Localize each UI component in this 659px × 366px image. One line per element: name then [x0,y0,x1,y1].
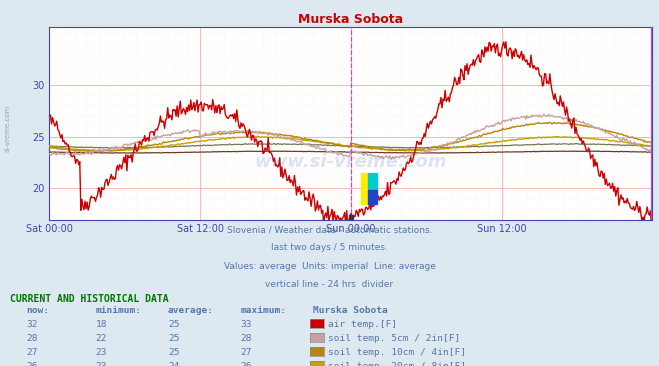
Text: soil temp. 10cm / 4in[F]: soil temp. 10cm / 4in[F] [328,348,465,356]
Bar [368,190,377,204]
Text: 25: 25 [168,320,179,329]
Text: www.si-vreme.com: www.si-vreme.com [254,153,447,172]
Text: average:: average: [168,306,214,315]
Text: soil temp. 20cm / 8in[F]: soil temp. 20cm / 8in[F] [328,362,465,366]
Text: 25: 25 [168,348,179,356]
Bar [361,173,368,204]
Text: minimum:: minimum: [96,306,142,315]
Title: Murska Sobota: Murska Sobota [299,13,403,26]
Text: CURRENT AND HISTORICAL DATA: CURRENT AND HISTORICAL DATA [10,294,169,304]
Text: 23: 23 [96,348,107,356]
Text: now:: now: [26,306,49,315]
Text: si-vreme.com: si-vreme.com [5,104,11,152]
Text: 28: 28 [26,334,38,343]
Text: 33: 33 [241,320,252,329]
Text: air temp.[F]: air temp.[F] [328,320,397,329]
Bar [368,173,377,190]
Text: 28: 28 [241,334,252,343]
Text: last two days / 5 minutes.: last two days / 5 minutes. [271,243,388,253]
Text: 24: 24 [168,362,179,366]
Text: 27: 27 [241,348,252,356]
Text: 32: 32 [26,320,38,329]
Text: 18: 18 [96,320,107,329]
Text: maximum:: maximum: [241,306,287,315]
Text: 23: 23 [96,362,107,366]
Text: 25: 25 [168,334,179,343]
Text: vertical line - 24 hrs  divider: vertical line - 24 hrs divider [266,280,393,289]
Text: 26: 26 [26,362,38,366]
Text: 26: 26 [241,362,252,366]
Text: Slovenia / Weather data - automatic stations.: Slovenia / Weather data - automatic stat… [227,225,432,234]
Text: 22: 22 [96,334,107,343]
Text: 27: 27 [26,348,38,356]
Text: Murska Sobota: Murska Sobota [313,306,387,315]
Text: soil temp. 5cm / 2in[F]: soil temp. 5cm / 2in[F] [328,334,460,343]
Text: Values: average  Units: imperial  Line: average: Values: average Units: imperial Line: av… [223,262,436,271]
